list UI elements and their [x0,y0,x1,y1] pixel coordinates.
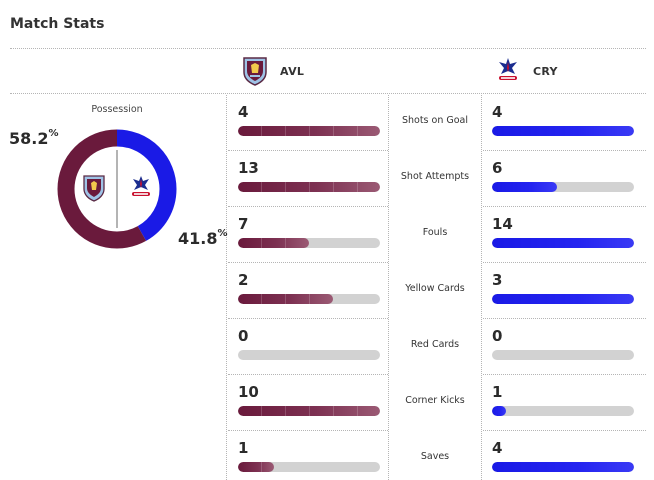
away-stat-bar-fill [492,406,507,416]
row-divider [483,262,646,263]
away-stat-bar-fill [492,238,634,248]
away-stat-bar-track [492,462,634,472]
away-team-abbr: CRY [533,64,558,78]
away-possession-suffix: % [217,228,228,239]
donut-home-crest-icon [83,175,105,202]
home-stat-bar-track [238,238,380,248]
home-stat-bar-fill [238,126,380,136]
away-stat-bar-track [492,126,634,136]
home-stat-value: 4 [238,103,249,121]
home-stat-bar-track [238,126,380,136]
row-divider [483,374,646,375]
crystal-palace-crest-icon [499,58,517,80]
away-stat-value: 4 [492,439,503,457]
away-team-header[interactable]: CRY [495,56,558,86]
away-possession-value: 41.8% [178,228,228,248]
home-stat-bar-fill [238,182,380,192]
home-stat-value: 2 [238,271,249,289]
away-stat-bar-fill [492,126,634,136]
home-stat-bar-track [238,182,380,192]
row-divider [483,206,646,207]
away-stat-bar-fill [492,182,558,192]
home-stat-bar-track [238,462,380,472]
home-possession-value: 58.2% [9,128,59,148]
possession-donut-chart [57,129,177,249]
away-stat-bar-track [492,294,634,304]
away-stat-bar-fill [492,462,634,472]
home-possession-number: 58.2 [9,129,49,148]
stat-label: Red Cards [410,339,460,350]
away-stat-value: 1 [492,383,503,401]
stat-label: Shot Attempts [400,171,470,182]
away-stat-value: 4 [492,103,503,121]
stat-label: Saves [420,451,450,462]
stat-label: Yellow Cards [405,283,465,294]
label-column-left-divider [388,95,389,480]
aston-villa-crest-icon [243,57,267,86]
row-divider [228,150,388,151]
home-stat-value: 13 [238,159,259,177]
row-divider [228,318,388,319]
row-divider [483,430,646,431]
home-possession-suffix: % [48,128,59,139]
row-divider [228,262,388,263]
home-stat-bar-track [238,406,380,416]
donut-home-segment [57,129,177,249]
home-stat-bar-track [238,294,380,304]
away-stat-bar-track [492,350,634,360]
row-divider [228,374,388,375]
row-divider [228,430,388,431]
home-team-header[interactable]: AVL [242,56,304,86]
home-stat-value: 10 [238,383,259,401]
home-team-abbr: AVL [280,64,305,78]
away-stat-bar-track [492,406,634,416]
home-stat-bar-fill [238,294,334,304]
away-possession-number: 41.8 [178,229,218,248]
donut-away-crest-icon [132,176,150,196]
away-stat-bar-track [492,238,634,248]
away-stat-value: 14 [492,215,513,233]
away-stat-value: 6 [492,159,503,177]
away-stat-value: 0 [492,327,503,345]
away-stat-value: 3 [492,271,503,289]
stat-label: Corner Kicks [405,395,465,406]
page-title: Match Stats [10,16,105,32]
stat-label: Shots on Goal [401,115,469,126]
row-divider [483,150,646,151]
label-column-right-divider [481,95,482,480]
away-stat-bar-track [492,182,634,192]
row-divider [483,318,646,319]
home-stat-value: 7 [238,215,249,233]
home-stat-bar-fill [238,238,309,248]
possession-label: Possession [91,104,143,115]
away-stat-bar-fill [492,294,634,304]
header-divider [10,93,646,94]
panel-divider [226,95,227,480]
home-stat-value: 1 [238,439,249,457]
stat-label: Fouls [422,227,448,238]
home-stat-bar-fill [238,406,380,416]
home-stat-bar-fill [238,462,274,472]
home-stat-bar-track [238,350,380,360]
home-stat-value: 0 [238,327,249,345]
row-divider [228,206,388,207]
title-divider [10,48,646,49]
